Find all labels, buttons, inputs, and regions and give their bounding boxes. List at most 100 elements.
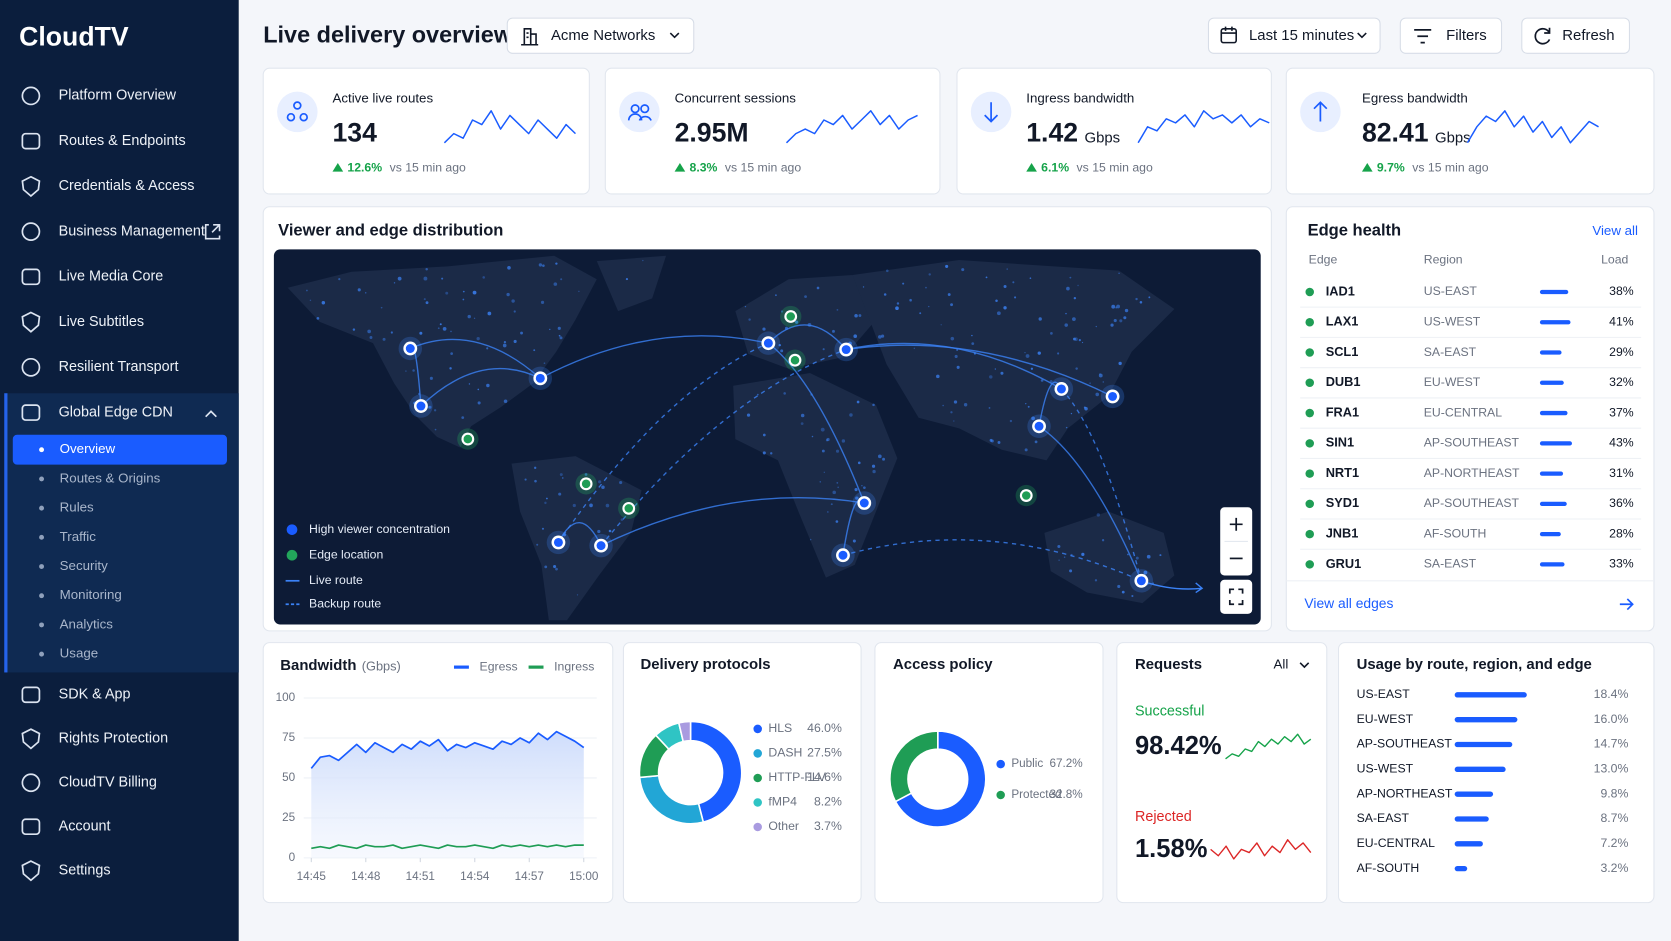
view-all-edges-link[interactable]: View all edges	[1304, 595, 1393, 611]
nav-item[interactable]: Business Management	[59, 223, 205, 239]
city-light	[988, 407, 991, 409]
city-light	[439, 323, 442, 326]
nav-icon	[21, 860, 41, 882]
fullscreen-button[interactable]	[1220, 579, 1253, 614]
city-light	[746, 413, 751, 417]
filters[interactable]: Filters	[1446, 28, 1487, 44]
y-tick-label: 75	[282, 731, 296, 744]
map-legend-label: Live route	[309, 573, 363, 587]
nav-item[interactable]: Settings	[59, 862, 111, 878]
city-light	[872, 469, 876, 474]
bar-category-label: US-WEST	[1357, 762, 1414, 776]
nav-item[interactable]: SDK & App	[59, 687, 131, 703]
city-light	[543, 362, 546, 364]
edge-marker-core	[790, 355, 800, 365]
nav-icon	[21, 728, 41, 750]
city-light	[1081, 341, 1084, 344]
filters-button[interactable]	[1399, 17, 1503, 54]
legend-swatch	[996, 790, 1005, 800]
city-light	[862, 286, 865, 288]
city-light	[961, 268, 965, 272]
bar	[1454, 791, 1494, 797]
nav-item[interactable]: Account	[59, 819, 111, 835]
organization-select[interactable]	[506, 17, 695, 54]
city-light	[989, 375, 993, 379]
city-light	[357, 288, 361, 292]
refresh-button[interactable]	[1521, 17, 1630, 54]
city-light	[369, 336, 373, 339]
kpi-unit: Gbps	[1435, 130, 1471, 146]
nav-item[interactable]: Resilient Transport	[59, 359, 179, 375]
city-light	[816, 286, 820, 290]
active-nav-highlight	[12, 434, 227, 465]
subnav-item[interactable]: Monitoring	[60, 587, 122, 602]
city-light	[989, 438, 993, 442]
legend-label: fMP4	[768, 795, 797, 809]
city-light	[748, 318, 751, 321]
time-range-select[interactable]	[1207, 17, 1381, 54]
nav-item[interactable]: CloudTV Billing	[59, 775, 157, 791]
live-route	[1038, 425, 1142, 582]
edge-health-title: Edge health	[1308, 222, 1402, 240]
subnav-item[interactable]: Overview	[60, 441, 116, 456]
city-light	[486, 383, 490, 388]
view-all-link[interactable]: View all	[1592, 223, 1638, 238]
requests-filter[interactable]: All	[1273, 657, 1288, 672]
nav-item[interactable]: Routes & Endpoints	[59, 133, 186, 149]
subnav-item[interactable]: Analytics	[60, 616, 114, 631]
city-light	[823, 471, 825, 473]
city-light	[919, 312, 922, 315]
city-light	[553, 564, 557, 569]
edge-name: SCL1	[1326, 344, 1359, 359]
status-dot	[1305, 439, 1314, 448]
subnav-item[interactable]: Rules	[60, 500, 94, 515]
subnav-item[interactable]: Security	[60, 558, 108, 573]
bar	[1454, 816, 1489, 822]
load-bar	[1539, 320, 1571, 325]
nav-item[interactable]: Rights Protection	[59, 731, 168, 747]
legend-swatch	[286, 549, 298, 561]
city-light	[316, 316, 320, 320]
city-light	[462, 298, 465, 301]
nav-item[interactable]: Live Subtitles	[59, 314, 144, 330]
subnav-item[interactable]: Routes & Origins	[60, 470, 161, 485]
backup-route	[557, 342, 769, 543]
city-light	[428, 405, 431, 409]
city-light	[1098, 373, 1103, 378]
city-light	[995, 299, 998, 302]
city-light	[538, 263, 543, 267]
city-light	[536, 543, 539, 546]
refresh[interactable]: Refresh	[1562, 28, 1614, 44]
kpi-card	[956, 67, 1272, 195]
bar	[1454, 865, 1468, 872]
nav-item[interactable]: Credentials & Access	[59, 178, 195, 194]
city-light	[560, 278, 563, 281]
city-light	[506, 292, 510, 297]
city-light	[540, 300, 545, 304]
kpi-icon	[984, 102, 999, 123]
nav-item[interactable]: Live Media Core	[59, 269, 164, 285]
city-light	[589, 503, 593, 508]
subnav-item[interactable]: Traffic	[60, 529, 97, 544]
subnav-item[interactable]: Usage	[60, 646, 98, 661]
bar-category-label: EU-WEST	[1357, 712, 1414, 726]
city-light	[1069, 276, 1072, 279]
x-tick-label: 14:54	[460, 870, 490, 883]
nav-item[interactable]: Global Edge CDN	[59, 404, 173, 420]
value-label: 46.0%	[807, 721, 842, 735]
nav-icon	[21, 686, 41, 704]
nav-item[interactable]: Platform Overview	[59, 88, 177, 104]
legend-label: Egress	[480, 659, 518, 673]
city-light	[1012, 281, 1015, 284]
city-light	[412, 369, 415, 372]
status-dot	[1305, 469, 1314, 478]
time-range[interactable]: Last 15 minutes	[1249, 28, 1354, 44]
organization[interactable]: Acme Networks	[551, 28, 655, 44]
city-light	[433, 409, 437, 412]
city-light	[756, 393, 759, 396]
city-light	[896, 302, 900, 305]
city-light	[555, 567, 558, 571]
kpi-icon	[299, 112, 308, 122]
requests-title: Requests	[1135, 657, 1202, 673]
kpi-unit: Gbps	[1084, 130, 1120, 146]
